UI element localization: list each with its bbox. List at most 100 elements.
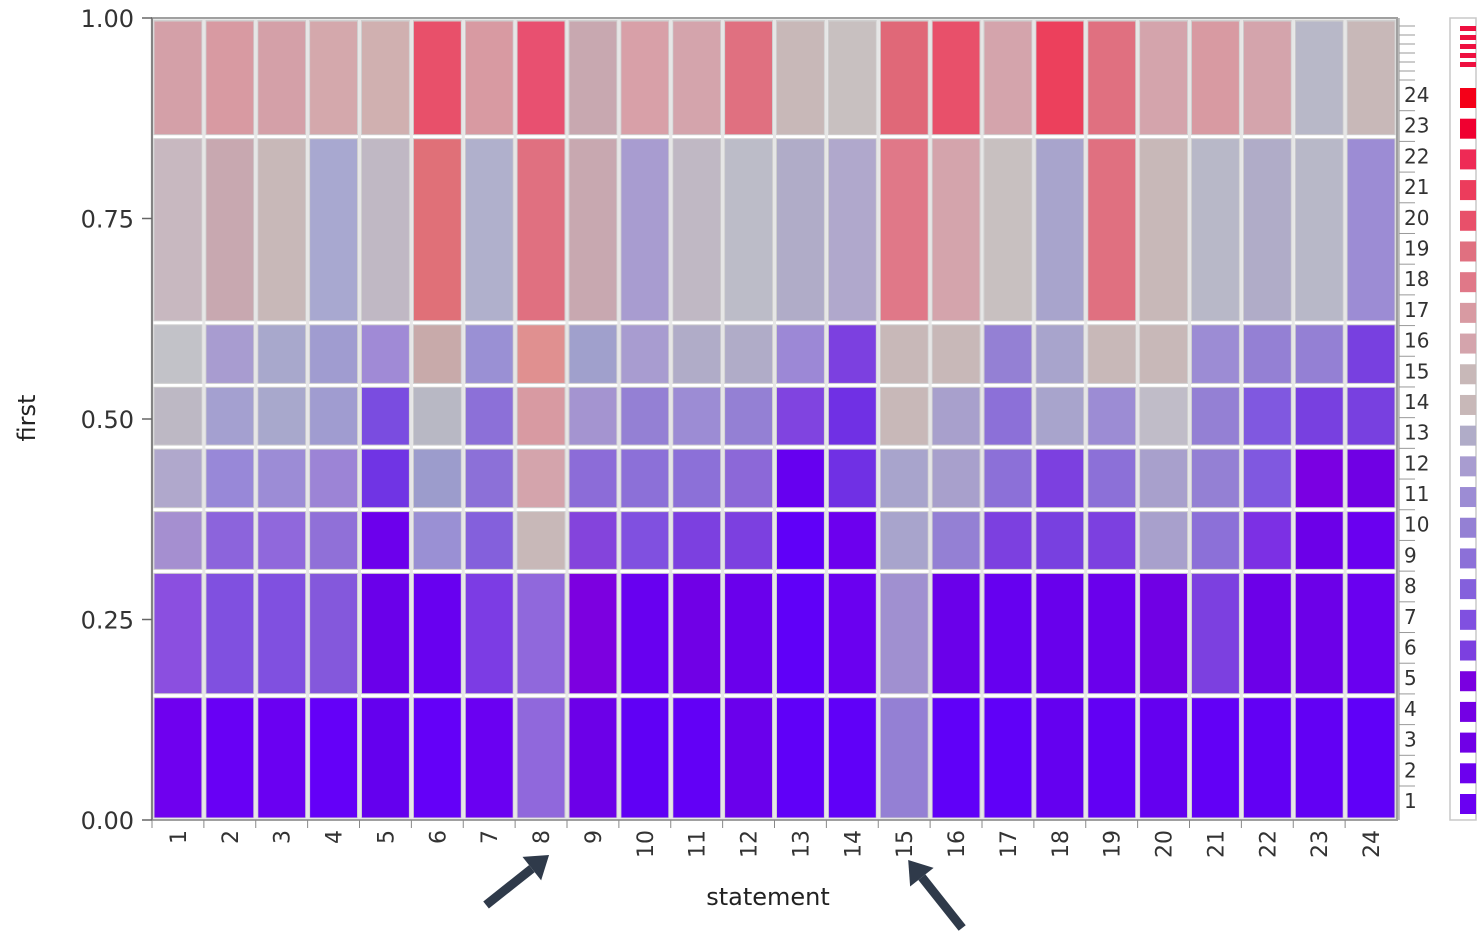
mosaic-cell — [776, 697, 825, 819]
x-axis: 1 2 3 4 5 6 7 8 9 10 11 12 13 14 15 16 17 18 19 20 21 22 23 24 — [151, 820, 1385, 858]
x-tick-label: 2 — [219, 830, 244, 844]
x-tick-label: 8 — [530, 830, 555, 844]
legend-swatch — [1460, 671, 1476, 692]
x-tick-label: 11 — [686, 830, 711, 858]
mosaic-cell — [1139, 138, 1188, 322]
mosaic-cell — [1191, 19, 1240, 136]
mosaic-cell — [464, 448, 514, 509]
mosaic-cell — [1294, 138, 1344, 322]
level-label: 11 — [1404, 482, 1429, 506]
mosaic-cell — [568, 572, 618, 695]
x-tick-label: 3 — [271, 830, 296, 844]
mosaic-cell — [620, 386, 670, 446]
level-label: 20 — [1404, 206, 1429, 230]
mosaic-cell — [1087, 697, 1137, 819]
mosaic-cell — [1346, 19, 1396, 136]
mosaic-cell — [931, 448, 981, 509]
mosaic-cell — [672, 448, 722, 509]
x-tick-label: 1 — [167, 830, 192, 844]
mosaic-cell — [1139, 19, 1188, 22]
mosaic-cell — [1087, 19, 1137, 136]
mosaic-cell — [1242, 697, 1292, 819]
mosaic-cell — [361, 386, 410, 446]
mosaic-cell — [879, 19, 929, 22]
x-tick-label: 9 — [582, 830, 607, 844]
legend-swatch — [1460, 701, 1476, 722]
x-tick-label: 19 — [1101, 830, 1126, 858]
mosaic-cell — [309, 572, 359, 695]
mosaic-cell — [776, 511, 825, 570]
mosaic-cell — [620, 324, 670, 384]
mosaic-cell — [1191, 19, 1240, 22]
mosaic-cell — [309, 448, 359, 509]
mosaic-cell — [412, 386, 462, 446]
mosaic-cell — [620, 697, 670, 819]
arrow-shaft — [483, 865, 535, 909]
mosaic-cell — [309, 19, 359, 22]
mosaic-cell — [879, 572, 929, 695]
mosaic-cell — [931, 138, 981, 322]
mosaic-cell — [1087, 386, 1137, 446]
legend-swatch — [1460, 394, 1476, 415]
x-tick-label: 18 — [1049, 830, 1074, 858]
mosaic-cell — [931, 572, 981, 695]
mosaic-cell — [361, 572, 410, 695]
mosaic-cell — [776, 448, 825, 509]
arrow-head — [908, 860, 934, 887]
mosaic-cell — [1346, 511, 1396, 570]
mosaic-cell — [931, 511, 981, 570]
mosaic-cell — [1294, 448, 1344, 509]
mosaic-cell — [672, 697, 722, 819]
y-axis-title: first — [13, 395, 41, 442]
x-tick-label: 24 — [1360, 830, 1385, 858]
mosaic-cell — [464, 572, 514, 695]
level-label: 19 — [1404, 236, 1429, 260]
y-tick-label: 0.75 — [81, 206, 134, 234]
mosaic-cell — [672, 138, 722, 322]
mosaic-cell — [931, 697, 981, 819]
mosaic-cell — [568, 511, 618, 570]
mosaic-cell — [879, 386, 929, 446]
mosaic-cell — [1346, 324, 1396, 384]
mosaic-cell — [879, 697, 929, 819]
legend-swatch — [1460, 62, 1476, 67]
mosaic-cell — [983, 19, 1033, 22]
mosaic-cell — [827, 386, 877, 446]
x-tick-label: 17 — [997, 830, 1022, 858]
mosaic-cell — [568, 138, 618, 322]
legend-swatch — [1460, 487, 1476, 508]
legend-swatch — [1460, 53, 1476, 58]
mosaic-cell — [983, 572, 1033, 695]
mosaic-cell — [672, 511, 722, 570]
mosaic-cell — [309, 19, 359, 136]
mosaic-cell — [724, 572, 773, 695]
mosaic-cell — [464, 138, 514, 322]
mosaic-cell — [205, 572, 255, 695]
legend-swatch — [1460, 88, 1476, 108]
level-label: 21 — [1404, 175, 1429, 199]
mosaic-cell — [153, 572, 203, 695]
y-tick-label: 0.50 — [81, 406, 134, 434]
level-label: 24 — [1404, 83, 1429, 107]
mosaic-cell — [1346, 386, 1396, 446]
mosaic-cell — [827, 19, 877, 22]
mosaic-cell — [412, 511, 462, 570]
mosaic-cell — [568, 19, 618, 22]
x-tick-label: 4 — [323, 830, 348, 844]
mosaic-cell — [1242, 572, 1292, 695]
mosaic-cell — [1035, 324, 1085, 384]
color-legend — [1449, 17, 1477, 821]
mosaic-cell — [1294, 19, 1344, 22]
mosaic-cell — [1087, 572, 1137, 695]
legend-swatch — [1460, 149, 1476, 170]
mosaic-cell — [1346, 138, 1396, 322]
mosaic-cell — [309, 386, 359, 446]
mosaic-cell — [412, 697, 462, 819]
level-label: 1 — [1404, 789, 1417, 813]
mosaic-cell — [1139, 697, 1188, 819]
legend-swatch — [1460, 272, 1476, 293]
mosaic-cell — [983, 324, 1033, 384]
mosaic-cell — [412, 19, 462, 22]
mosaic-cell — [1191, 511, 1240, 570]
mosaic-cell — [412, 324, 462, 384]
